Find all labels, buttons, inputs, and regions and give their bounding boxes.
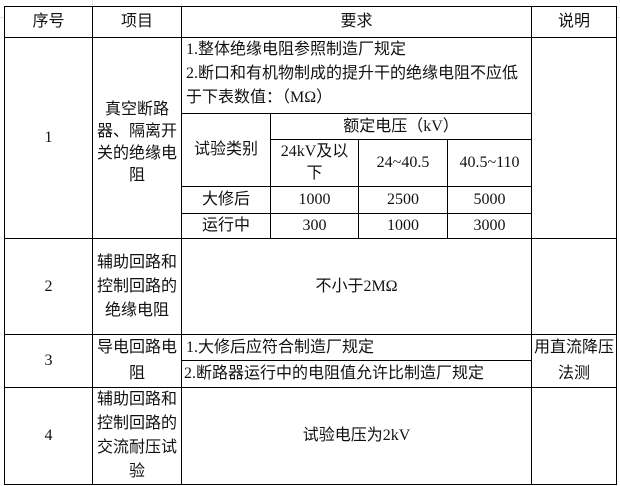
sub-voltage-label: 额定电压（kV）	[270, 113, 532, 140]
sub-cell: 3000	[447, 213, 532, 239]
header-note: 说明	[531, 6, 617, 38]
row-note	[531, 238, 617, 335]
voltage-col-2: 24~40.5	[358, 139, 448, 187]
row-no: 2	[4, 238, 93, 335]
sub-row-label: 运行中	[181, 213, 271, 239]
sub-row-label: 大修后	[181, 186, 271, 214]
voltage-col-3: 40.5~110	[447, 139, 532, 187]
header-item: 项目	[92, 6, 182, 38]
row-requirement: 试验电压为2kV	[181, 387, 532, 485]
row-note	[531, 387, 617, 485]
header-requirement: 要求	[181, 6, 532, 38]
req-line-1: 1.大修后应符合制造厂规定	[181, 334, 532, 361]
req-line-2: 2.断口和有机物制成的提升干的绝缘电阻不应低于下表数值：（MΩ）	[186, 65, 519, 106]
voltage-col-1: 24kV及以下	[270, 139, 359, 187]
row-note	[531, 37, 617, 239]
row-item: 辅助回路和控制回路的交流耐压试验	[92, 387, 182, 485]
row-note: 用直流降压法测	[531, 334, 617, 388]
row-item: 真空断路器、隔离开关的绝缘电阻	[92, 37, 182, 239]
req-line-2: 2.断路器运行中的电阻值允许比制造厂规定	[181, 360, 532, 388]
row-no: 4	[4, 387, 93, 485]
header-no: 序号	[4, 6, 93, 38]
row-requirement-text: 1.整体绝缘电阻参照制造厂规定 2.断口和有机物制成的提升干的绝缘电阻不应低于下…	[181, 37, 532, 114]
sub-cell: 1000	[358, 213, 448, 239]
row-no: 1	[4, 37, 93, 239]
sub-cell: 300	[270, 213, 359, 239]
req-line-1: 1.整体绝缘电阻参照制造厂规定	[186, 41, 407, 58]
row-no: 3	[4, 334, 93, 388]
row-item: 导电回路电阻	[92, 334, 182, 388]
row-requirement: 不小于2MΩ	[181, 238, 532, 335]
sub-cell: 2500	[358, 186, 448, 214]
row-item: 辅助回路和控制回路的绝缘电阻	[92, 238, 182, 335]
sub-cell: 1000	[270, 186, 359, 214]
sub-cell: 5000	[447, 186, 532, 214]
sub-type-label: 试验类别	[181, 113, 271, 187]
